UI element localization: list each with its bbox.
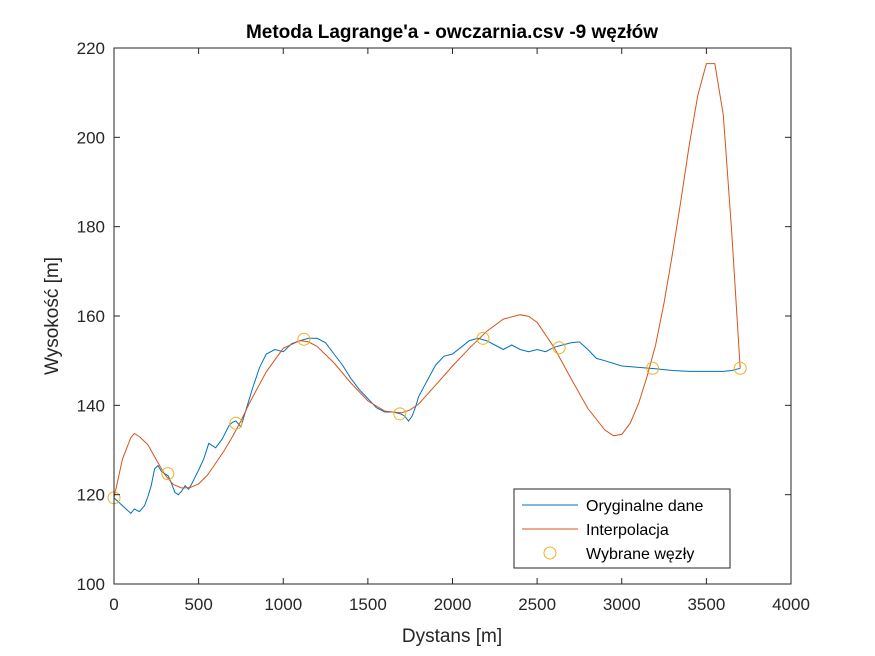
y-tick-label: 220	[77, 39, 105, 58]
legend-label: Wybrane węzły	[586, 546, 694, 563]
legend: Oryginalne dane Interpolacja Wybrane węzły	[513, 488, 731, 569]
node-marker	[733, 361, 747, 375]
node-marker	[552, 341, 566, 355]
x-tick-label: 4000	[772, 595, 810, 614]
y-tick-label: 140	[77, 396, 105, 415]
legend-marker-swatch	[543, 546, 557, 560]
node-marker	[297, 332, 311, 346]
y-tick-label: 200	[77, 128, 105, 147]
x-tick-label: 2000	[434, 595, 472, 614]
x-tick-label: 500	[184, 595, 212, 614]
chart-title: Metoda Lagrange'a - owczarnia.csv -9 węz…	[246, 22, 658, 43]
x-tick-label: 3000	[603, 595, 641, 614]
series-line-1	[113, 63, 741, 498]
node-marker	[393, 407, 407, 421]
y-tick-label: 180	[77, 218, 105, 237]
node-marker	[646, 361, 660, 375]
x-tick-label: 3500	[687, 595, 725, 614]
series-layer	[107, 63, 747, 515]
y-axis-label: Wysokość [m]	[42, 257, 63, 375]
axes-layer: 0 500 1000 1500 2000 2500 3000 3500 4000 100 120 14…	[77, 39, 810, 614]
node-marker	[476, 331, 490, 345]
x-tick-label: 2500	[518, 595, 556, 614]
x-tick-label: 1000	[264, 595, 302, 614]
x-tick-label: 0	[109, 595, 118, 614]
node-marker	[229, 416, 243, 430]
x-axis-label: Dystans [m]	[402, 626, 502, 647]
node-marker	[161, 467, 175, 481]
series-line-0	[113, 337, 741, 515]
x-tick-label: 1500	[349, 595, 387, 614]
legend-label: Oryginalne dane	[586, 498, 704, 515]
y-tick-label: 120	[77, 486, 105, 505]
y-tick-label: 160	[77, 307, 105, 326]
y-tick-label: 100	[77, 575, 105, 594]
legend-label: Interpolacja	[586, 522, 669, 539]
